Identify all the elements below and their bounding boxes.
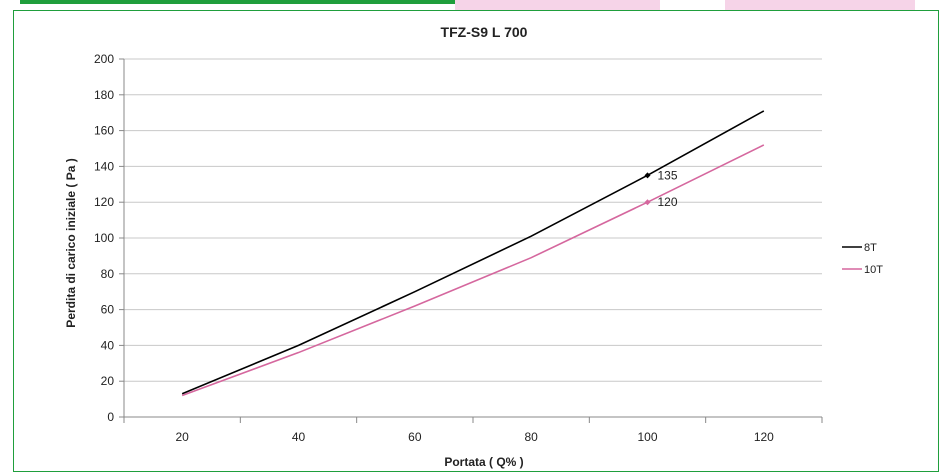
legend-label-8T: 8T xyxy=(864,242,877,254)
top-pink-tab-1 xyxy=(455,0,660,12)
y-axis-title: Perdita di carico iniziale ( Pa ) xyxy=(64,158,78,327)
top-green-bar xyxy=(20,0,460,4)
grid-lines xyxy=(124,58,822,382)
series-lines: 135 120 xyxy=(181,110,765,397)
legend: 8T 10T xyxy=(842,242,883,276)
series-line-8T xyxy=(181,110,765,395)
x-tick-label: 20 xyxy=(175,430,189,444)
data-label-10T: 120 xyxy=(658,195,678,209)
series-line-10T xyxy=(181,144,765,397)
line-chart: 135 120 0 20 40 60 80 100 120 140 160 180 200 20 40 60… xyxy=(64,24,883,469)
x-tick-label: 60 xyxy=(408,430,422,444)
y-tick-label: 140 xyxy=(94,159,114,173)
y-tick-label: 100 xyxy=(94,231,114,245)
x-axis-title: Portata ( Q% ) xyxy=(444,455,523,469)
chart-frame: 135 120 0 20 40 60 80 100 120 140 160 180 200 20 40 60… xyxy=(13,10,939,472)
x-tick-label: 120 xyxy=(754,430,774,444)
top-decoration-strip xyxy=(20,0,915,12)
top-pink-tab-2 xyxy=(725,0,915,12)
x-tick-label: 100 xyxy=(637,430,657,444)
y-tick-label: 0 xyxy=(107,410,114,424)
y-tick-label: 120 xyxy=(94,195,114,209)
x-tick-label: 80 xyxy=(524,430,538,444)
data-label-8T: 135 xyxy=(658,168,678,182)
y-tick-label: 80 xyxy=(101,267,115,281)
side-note xyxy=(2,380,12,475)
chart-title: TFZ-S9 L 700 xyxy=(441,24,528,40)
y-tick-label: 200 xyxy=(94,52,114,66)
axes xyxy=(119,58,823,423)
data-point-marker-10T xyxy=(644,199,651,206)
y-tick-label: 160 xyxy=(94,124,114,138)
tick-labels: 0 20 40 60 80 100 120 140 160 180 200 20 40 60 80 100 12… xyxy=(94,52,774,444)
y-tick-label: 180 xyxy=(94,88,114,102)
x-tick-label: 40 xyxy=(292,430,306,444)
y-tick-label: 40 xyxy=(101,338,115,352)
y-tick-label: 60 xyxy=(101,303,115,317)
legend-label-10T: 10T xyxy=(864,264,883,276)
data-point-marker-8T xyxy=(644,172,651,179)
y-tick-label: 20 xyxy=(101,374,115,388)
